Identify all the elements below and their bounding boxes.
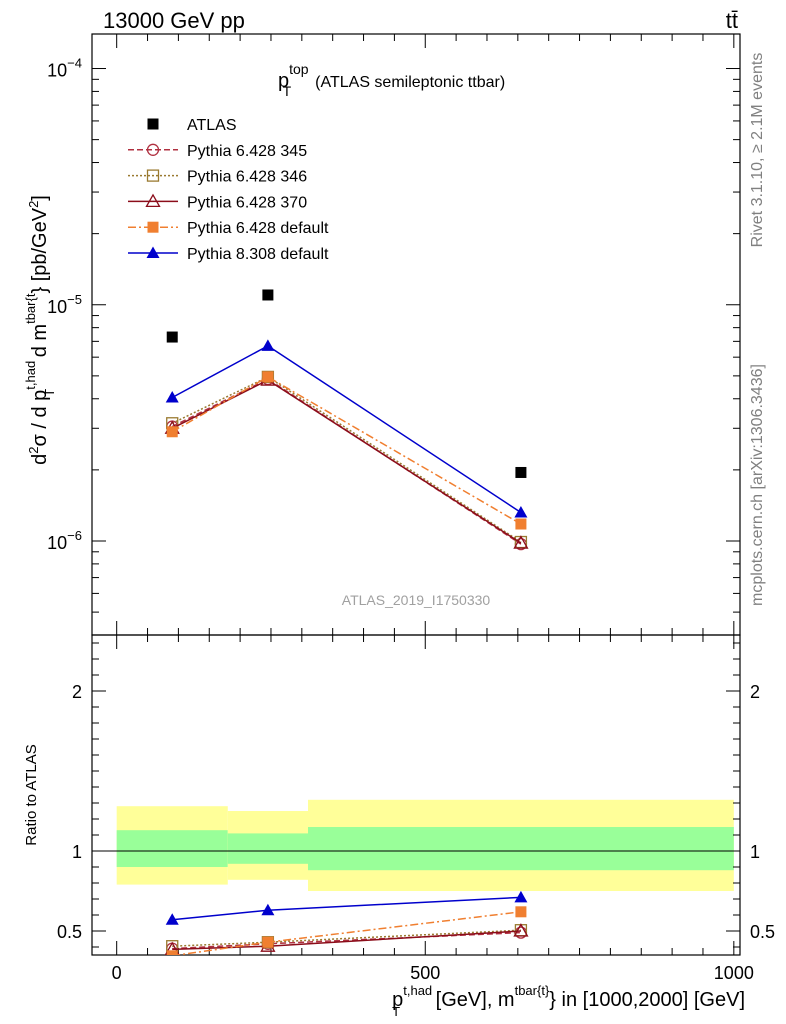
legend-label-1: Pythia 6.428 345 [187,143,307,160]
bottom-panel-data [164,890,529,955]
top-series-4-point-0 [166,426,178,438]
top-series-5-point-0 [165,390,179,403]
legend-marker-5 [146,246,160,258]
bottom-y-tick-label-left-0: 0.5 [57,922,82,942]
top-axis-ticks: 10−6 10−5 10−4 [47,34,740,636]
top-series-line-3 [171,379,522,544]
legend-marker-2 [146,169,160,182]
analysis-watermark: ATLAS_2019_I1750330 [342,592,491,608]
top-series-5-point-1 [261,339,275,351]
legend-label-4: Pythia 6.428 default [187,220,329,237]
bottom-panel-frame [91,634,741,956]
x-axis-label: pt,had T [GeV], mtbar{t}} in [1000,2000] … [392,983,745,1019]
top-series-0-point-1 [262,289,274,301]
green-band-1 [227,833,308,864]
bottom-y-tick-label-right-0: 0.5 [750,922,775,942]
ratio-series-4-point-0 [165,913,179,925]
ratio-series-3-point-1 [262,936,274,948]
ratio-series-4-point-1 [261,903,275,916]
ratio-series-line-4 [172,896,521,921]
bottom-y-tick-label-left-2: 2 [72,682,82,702]
top-series-4-point-1 [262,371,274,383]
top-series-line-1 [171,378,522,545]
top-series-line-5 [171,344,522,514]
legend: ATLAS Pythia 6.428 345 Pythia 6.428 346 Pyt… [128,117,329,263]
ratio-series-line-1 [172,929,521,947]
uncertainty-bands [92,799,740,891]
energy-label: 13000 GeV pp [103,8,245,33]
legend-marker-3 [145,193,161,208]
bottom-y-axis-label: Ratio to ATLAS [23,744,40,845]
top-y-tick-label-0: 10−6 [47,528,82,553]
top-series-0-point-2 [515,466,527,478]
top-series-5-point-2 [514,506,528,518]
top-y-tick-label-2: 10−4 [47,56,82,81]
top-y-axis-label: d2σ / d pt,hadT d mtbar{t} [pb/GeV2] [23,195,57,465]
rivet-label: Rivet 3.1.10, ≥ 2.1M events [749,53,766,248]
legend-label-5: Pythia 8.308 default [187,246,329,263]
top-series-3-point-2 [513,535,529,549]
x-tick-label-0: 0 [112,963,122,983]
ratio-series-4-point-2 [514,890,528,903]
site-label: mcplots.cern.ch [arXiv:1306.3436] [749,364,766,606]
top-series-4-point-2 [515,518,527,530]
legend-label-3: Pythia 6.428 370 [187,194,307,211]
legend-label-0: ATLAS [187,117,237,134]
bottom-y-tick-label-right-2: 2 [750,682,760,702]
legend-label-2: Pythia 6.428 346 [187,169,307,186]
top-panel-data [164,289,529,551]
ratio-series-3-point-0 [166,950,178,955]
ratio-series-line-0 [172,931,521,950]
top-series-line-4 [171,376,522,525]
bottom-axis-ticks: 0.5 0.5 1 1 2 2 0 500 1000 [57,635,775,983]
legend-marker-0 [147,118,159,130]
legend-marker-4 [147,221,159,233]
ratio-series-2-point-2 [513,923,529,937]
ratio-series-3-point-2 [515,906,527,918]
green-band-0 [116,830,228,867]
x-tick-label-2: 1000 [714,963,754,983]
top-y-tick-label-1: 10−5 [47,292,82,317]
legend-marker-1 [146,143,160,156]
bottom-y-tick-label-left-1: 1 [72,842,82,862]
x-tick-label-1: 500 [410,963,440,983]
green-band-2 [308,827,734,871]
plot-title: ptop T (ATLAS semileptonic ttbar) [278,61,505,99]
bottom-y-tick-label-right-1: 1 [750,842,760,862]
process-label: tt̄ [726,8,738,33]
top-series-0-point-0 [166,331,178,343]
